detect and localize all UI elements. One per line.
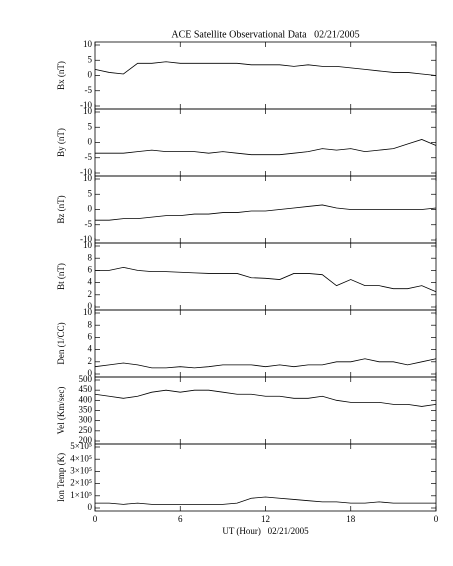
panel-frame xyxy=(94,376,437,445)
y-tick-label: 0 xyxy=(88,204,93,214)
data-line xyxy=(95,204,437,221)
y-tick-label: 4 xyxy=(88,277,93,287)
data-line xyxy=(94,389,437,407)
y-tick-label: -10 xyxy=(80,234,92,244)
y-tick-label: 5×10⁵ xyxy=(70,441,92,451)
y-tick-label: 1×10⁵ xyxy=(70,490,92,500)
y-tick-label: 0 xyxy=(88,301,93,311)
y-tick-label: 10 xyxy=(83,173,93,183)
y-axis-label: Den (1/CC) xyxy=(56,322,66,364)
y-tick-label: -5 xyxy=(85,85,93,95)
y-tick-label: 8 xyxy=(88,252,93,262)
y-tick-label: 250 xyxy=(79,425,93,435)
y-tick-label: 400 xyxy=(79,394,93,404)
data-line xyxy=(94,358,437,369)
y-axis-label: Bz (nT) xyxy=(56,195,66,223)
y-tick-label: 0 xyxy=(88,368,93,378)
y-tick-label: 0 xyxy=(88,137,93,147)
y-tick-label: -10 xyxy=(80,167,92,177)
y-tick-label: 4 xyxy=(88,344,93,354)
y-tick-label: 4×10⁵ xyxy=(70,453,92,463)
y-axis-label: Bt (nT) xyxy=(56,263,66,290)
y-axis-label: Vel (Km/sec) xyxy=(56,387,66,435)
y-axis-label: Ion Temp (K) xyxy=(56,453,66,502)
data-line xyxy=(95,266,437,293)
y-tick-label: 5 xyxy=(88,54,93,64)
y-tick-label: 2 xyxy=(88,356,93,366)
x-tick-label: 0 xyxy=(434,514,439,524)
y-tick-label: -5 xyxy=(85,219,93,229)
x-tick-label: 18 xyxy=(346,514,356,524)
panel-frame xyxy=(94,443,437,512)
y-tick-label: 2×10⁵ xyxy=(70,478,92,488)
y-tick-label: 6 xyxy=(88,331,93,341)
panel-frame xyxy=(94,108,437,177)
x-tick-label: 6 xyxy=(178,514,183,524)
y-tick-label: -5 xyxy=(85,152,93,162)
y-tick-label: 3×10⁵ xyxy=(70,465,92,475)
x-axis-label: UT (Hour) 02/21/2005 xyxy=(222,526,309,536)
y-tick-label: 0 xyxy=(88,70,93,80)
x-tick-label: 12 xyxy=(261,514,270,524)
y-tick-label: 8 xyxy=(88,319,93,329)
y-tick-label: 350 xyxy=(79,405,93,415)
x-tick-label: 0 xyxy=(93,514,98,524)
y-tick-label: 10 xyxy=(83,240,93,250)
y-tick-label: 10 xyxy=(83,307,93,317)
y-tick-label: 10 xyxy=(83,39,93,49)
y-axis-label: By (nT) xyxy=(56,128,66,157)
panel-frame xyxy=(94,242,437,311)
y-tick-label: -10 xyxy=(80,100,92,110)
panel-frame xyxy=(94,41,437,110)
data-line xyxy=(95,496,436,505)
y-tick-label: 450 xyxy=(79,384,93,394)
y-tick-label: 5 xyxy=(88,121,93,131)
y-tick-label: 6 xyxy=(88,264,93,274)
data-line xyxy=(94,61,437,76)
chart-title: ACE Satellite Observational Data 02/21/2… xyxy=(171,29,359,40)
y-tick-label: 200 xyxy=(79,435,93,445)
y-tick-label: 500 xyxy=(79,374,93,384)
y-axis-label: Bx (nT) xyxy=(56,61,66,90)
data-line xyxy=(95,139,437,156)
y-tick-label: 2 xyxy=(88,289,93,299)
y-tick-label: 10 xyxy=(83,106,93,116)
y-tick-label: 0 xyxy=(88,502,93,512)
y-tick-label: 300 xyxy=(79,415,93,425)
y-tick-label: 5 xyxy=(88,188,93,198)
